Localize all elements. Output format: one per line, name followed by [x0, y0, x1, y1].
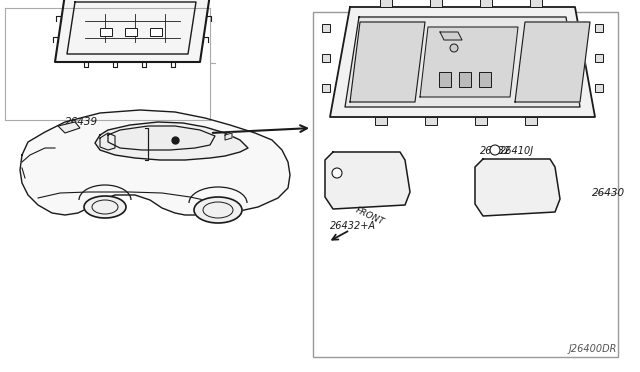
Polygon shape	[225, 133, 232, 140]
Bar	[322, 54, 330, 62]
Circle shape	[332, 168, 342, 178]
Bar	[439, 72, 451, 87]
Bar	[479, 72, 491, 87]
Text: 26430: 26430	[592, 188, 625, 198]
Bar	[313, 12, 618, 357]
Bar	[430, 0, 442, 7]
Polygon shape	[20, 110, 290, 215]
Circle shape	[450, 44, 458, 52]
Bar	[150, 28, 162, 36]
Polygon shape	[515, 22, 590, 102]
Polygon shape	[440, 32, 462, 40]
Text: 26410J: 26410J	[345, 169, 379, 179]
Text: J26400DR: J26400DR	[568, 344, 617, 354]
Bar	[525, 117, 537, 125]
Polygon shape	[420, 27, 518, 97]
Bar	[322, 84, 330, 92]
Bar	[595, 54, 603, 62]
Polygon shape	[440, 32, 468, 52]
Circle shape	[490, 145, 500, 155]
Text: FRONT: FRONT	[354, 206, 386, 227]
Bar	[459, 72, 471, 87]
Bar	[530, 0, 542, 7]
Text: 26432+A: 26432+A	[330, 221, 376, 231]
Polygon shape	[330, 7, 595, 117]
Bar	[425, 117, 437, 125]
Polygon shape	[55, 0, 210, 62]
Text: SEC.283
(28336M): SEC.283 (28336M)	[480, 25, 524, 45]
Polygon shape	[95, 122, 248, 160]
Bar	[375, 117, 387, 125]
Bar	[380, 0, 392, 7]
Text: 26410J: 26410J	[500, 146, 534, 156]
Polygon shape	[350, 22, 425, 102]
Bar	[595, 24, 603, 32]
Text: 26439: 26439	[65, 117, 98, 127]
Ellipse shape	[194, 197, 242, 223]
Polygon shape	[475, 159, 560, 216]
Polygon shape	[58, 122, 80, 133]
Ellipse shape	[84, 196, 126, 218]
Bar	[595, 84, 603, 92]
Bar	[322, 24, 330, 32]
Bar	[480, 0, 492, 7]
Polygon shape	[108, 126, 215, 150]
Bar	[100, 28, 112, 36]
Polygon shape	[325, 152, 410, 209]
Bar	[475, 117, 487, 125]
Bar	[125, 28, 137, 36]
Polygon shape	[100, 133, 115, 150]
Polygon shape	[345, 17, 580, 107]
Text: 26432: 26432	[480, 146, 511, 156]
